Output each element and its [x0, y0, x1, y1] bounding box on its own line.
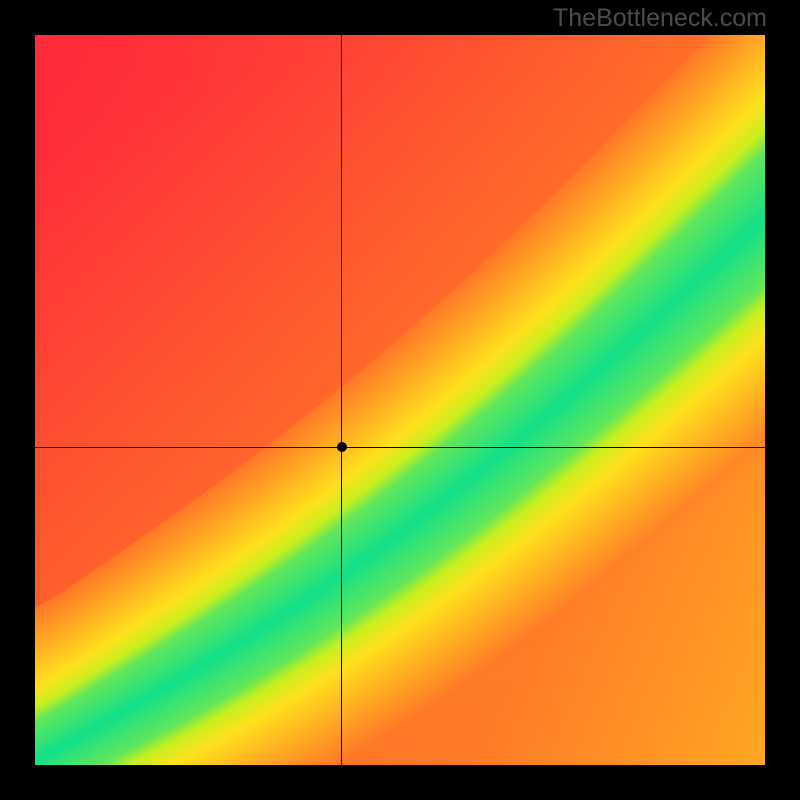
watermark-text: TheBottleneck.com [553, 4, 767, 33]
crosshair-vertical [341, 35, 342, 765]
outer-frame [0, 0, 800, 800]
bottleneck-heatmap [35, 35, 765, 765]
crosshair-horizontal [35, 447, 765, 448]
